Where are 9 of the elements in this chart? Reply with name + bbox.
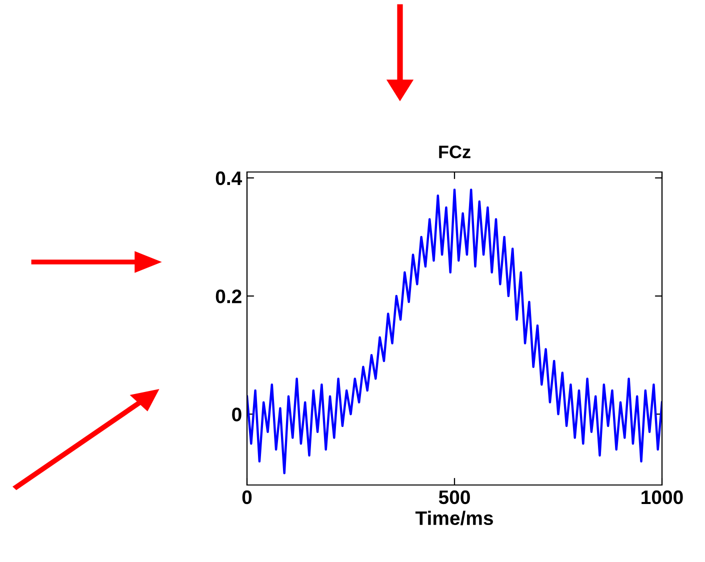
- y-tick-label: 0.2: [216, 289, 242, 304]
- x-tick-label: 0: [242, 490, 252, 504]
- y-tick-label: 0.4: [216, 171, 242, 186]
- x-tick-label: 1000: [642, 490, 683, 504]
- x-tick-label: 500: [438, 490, 470, 504]
- line-series: [247, 188, 662, 474]
- chart-title: FCz: [439, 146, 470, 158]
- y-tick-label: 0: [232, 408, 242, 422]
- x-axis-title: Time/ms: [415, 510, 493, 526]
